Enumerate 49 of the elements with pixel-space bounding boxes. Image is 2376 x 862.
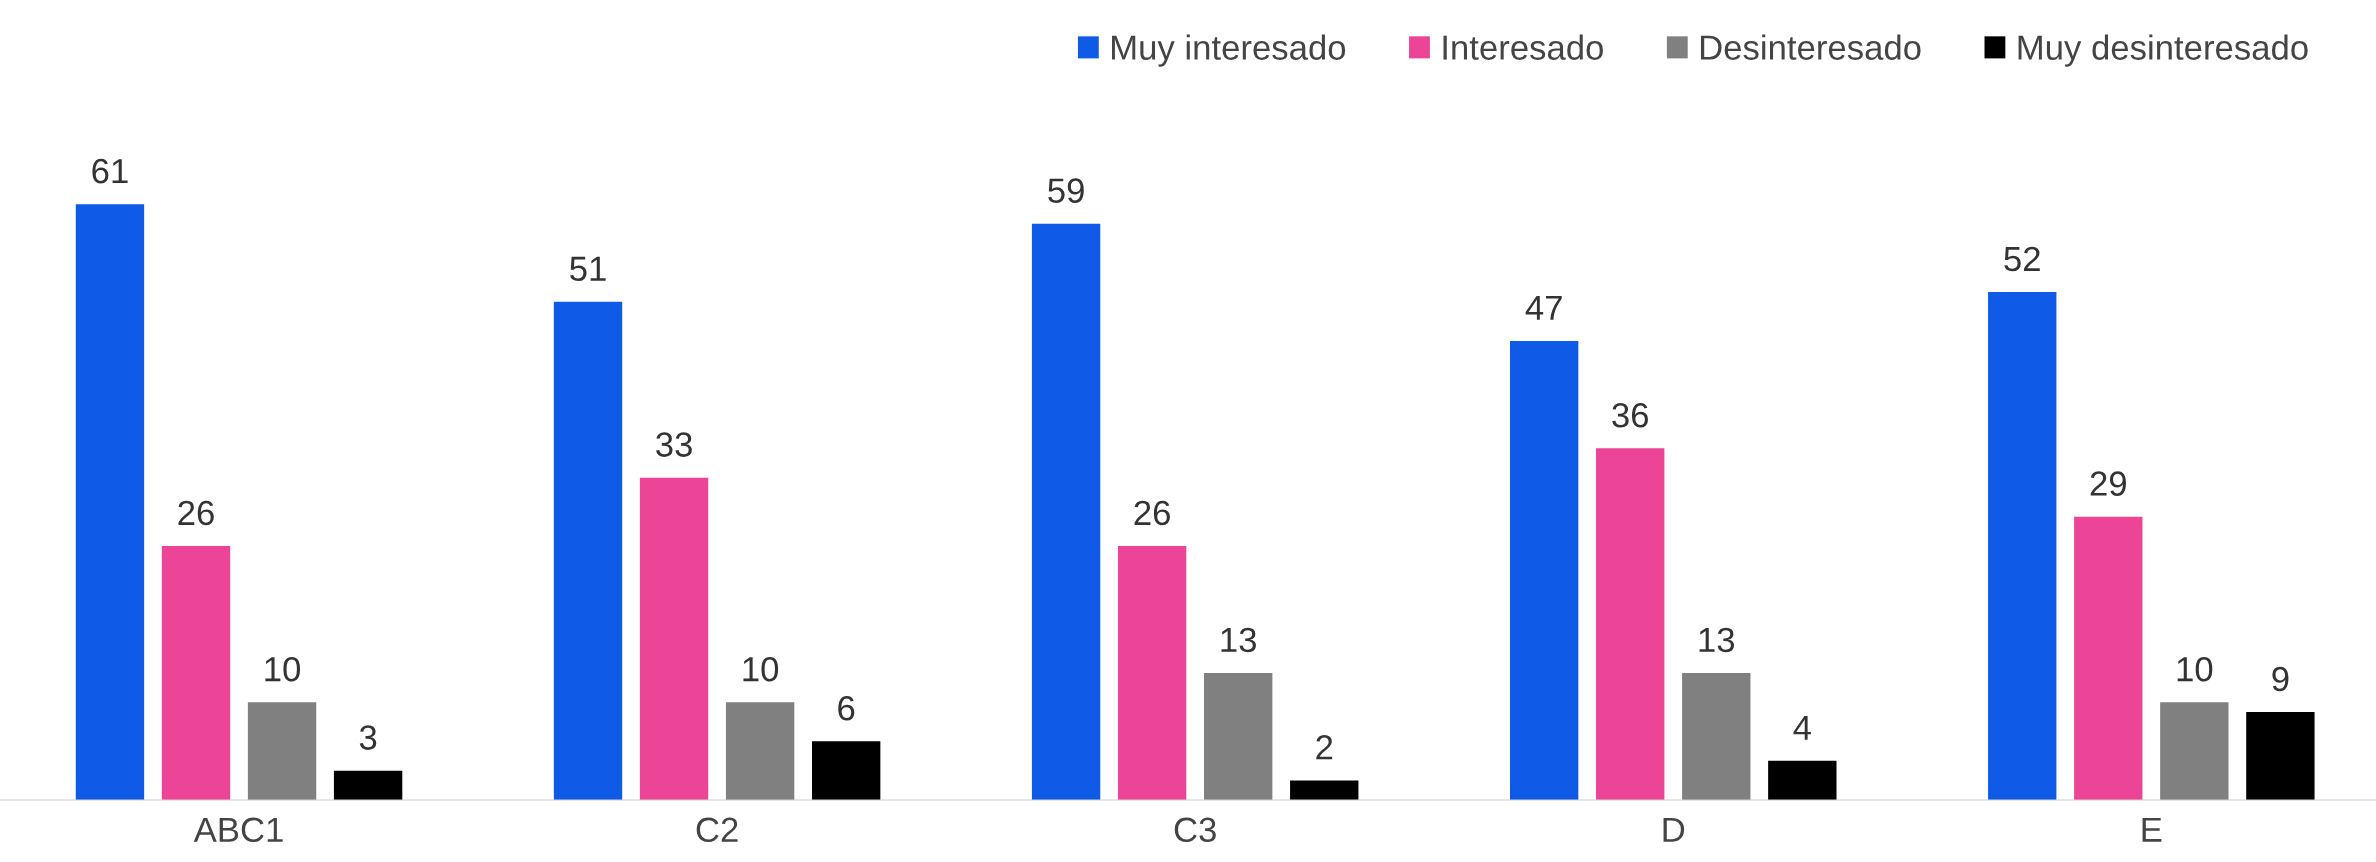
data-label: 13 bbox=[1221, 627, 1256, 653]
bar bbox=[1204, 672, 1273, 800]
data-label: 51 bbox=[570, 256, 606, 282]
data-label: 6 bbox=[838, 695, 855, 721]
x-tick-label: ABC1 bbox=[193, 817, 283, 843]
data-label: 61 bbox=[92, 158, 128, 184]
legend-label: Desinteresado bbox=[1700, 34, 1921, 60]
bar bbox=[333, 770, 403, 800]
data-label: 26 bbox=[178, 500, 214, 526]
data-label: 29 bbox=[2090, 471, 2126, 496]
x-tick-label: D bbox=[1663, 817, 1685, 842]
bar bbox=[2074, 516, 2143, 800]
bar bbox=[1509, 340, 1579, 800]
data-label: 3 bbox=[359, 725, 377, 750]
bar bbox=[639, 477, 709, 800]
bar bbox=[553, 301, 623, 800]
data-label: 10 bbox=[265, 656, 301, 682]
bar bbox=[725, 702, 795, 800]
legend-label: Interesado bbox=[1443, 34, 1603, 60]
bar bbox=[1988, 292, 2057, 800]
data-label: 9 bbox=[2272, 666, 2289, 692]
bar bbox=[1031, 223, 1101, 800]
x-tick-label: E bbox=[2142, 817, 2162, 842]
data-label: 36 bbox=[1612, 402, 1648, 428]
bar bbox=[1768, 760, 1837, 800]
bar bbox=[1117, 546, 1187, 800]
legend-label: Muy desinteresado bbox=[2018, 34, 2308, 67]
data-label: 10 bbox=[2177, 656, 2213, 682]
bar bbox=[1290, 780, 1359, 800]
data-label: 47 bbox=[1525, 295, 1562, 320]
data-label: 13 bbox=[1699, 627, 1735, 653]
data-label: 52 bbox=[2004, 246, 2040, 272]
bar bbox=[1596, 448, 1665, 800]
bar bbox=[247, 702, 317, 800]
data-label: 2 bbox=[1316, 735, 1333, 760]
legend-label: Muy interesado bbox=[1112, 34, 1346, 67]
data-label: 26 bbox=[1134, 500, 1170, 526]
bar bbox=[2160, 702, 2229, 800]
data-label: 59 bbox=[1048, 178, 1084, 203]
data-label: 10 bbox=[743, 656, 779, 682]
x-tick-label: C2 bbox=[696, 817, 738, 843]
bar bbox=[2246, 712, 2315, 800]
x-tick-label: C3 bbox=[1174, 817, 1216, 843]
bar bbox=[812, 741, 881, 800]
data-label: 4 bbox=[1793, 715, 1811, 740]
data-label: 33 bbox=[656, 432, 692, 457]
bar bbox=[1682, 672, 1751, 800]
bar bbox=[161, 546, 231, 800]
bar bbox=[75, 204, 145, 800]
